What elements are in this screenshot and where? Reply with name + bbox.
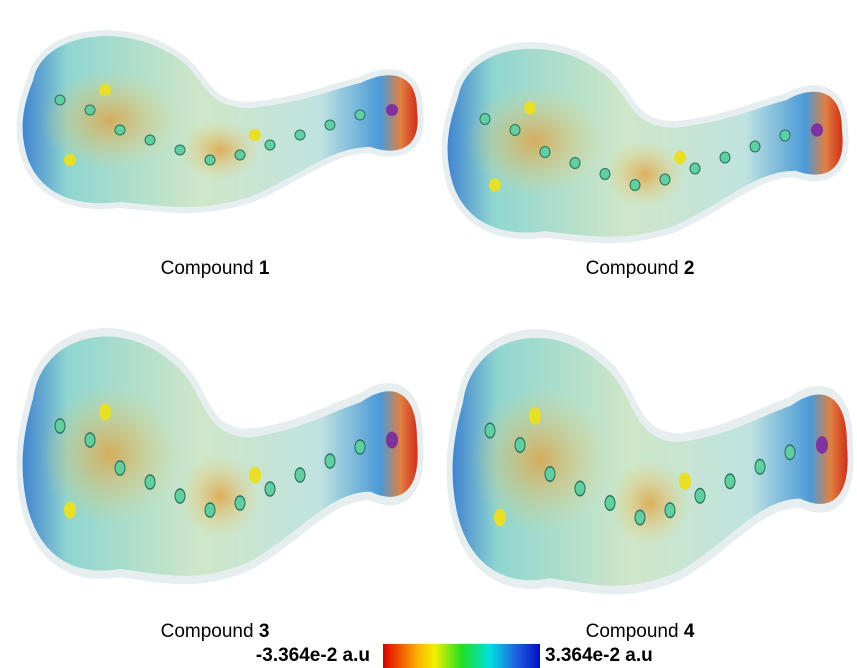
caption: Compound 3: [161, 621, 270, 643]
caption: Compound 4: [586, 621, 695, 643]
colorbar-max-label: 3.364e-2 a.u: [545, 645, 653, 667]
caption: Compound 1: [161, 258, 270, 280]
molecule-maps: [0, 0, 857, 668]
colorbar: [383, 644, 540, 668]
figure: Compound 1 Compound 2 Compound 3 Compoun…: [0, 0, 857, 668]
caption: Compound 2: [586, 258, 695, 280]
colorbar-min-label: -3.364e-2 a.u: [256, 645, 370, 667]
